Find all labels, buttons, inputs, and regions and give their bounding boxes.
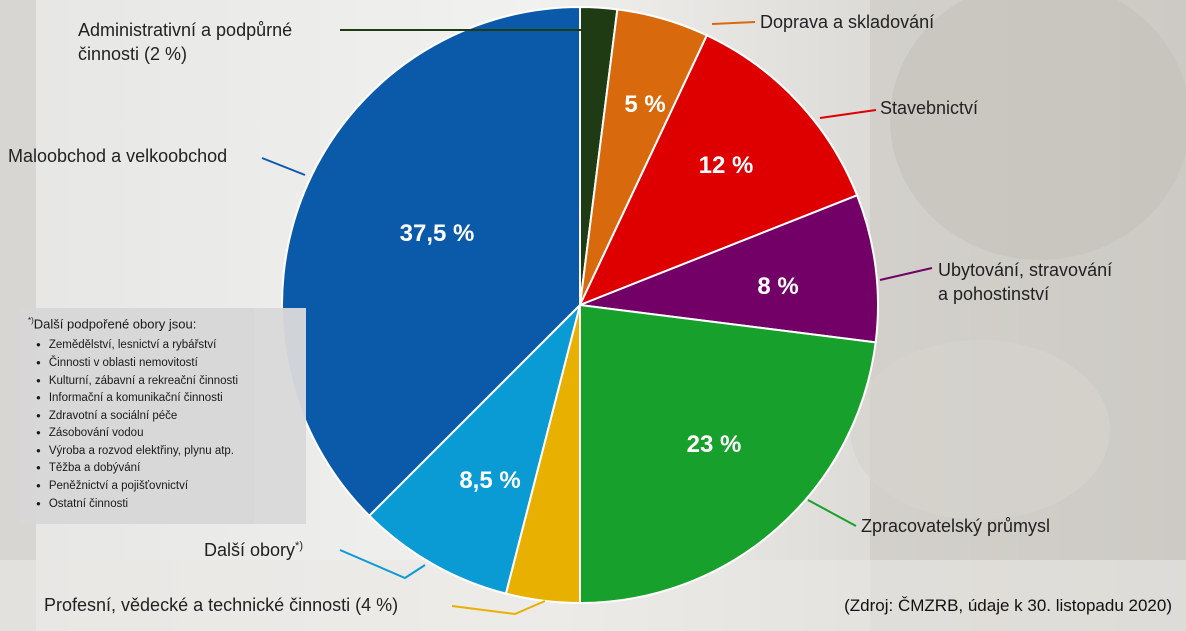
label-administrativni-line2: činnosti (2 %) xyxy=(78,44,187,64)
value-label-ubytovani: 8 % xyxy=(757,273,798,300)
value-label-doprava: 5 % xyxy=(624,91,665,118)
note-item: Kulturní, zábavní a rekreační činnosti xyxy=(36,373,300,391)
label-dalsi-obory-text: Další obory xyxy=(204,540,295,560)
leader-line-3 xyxy=(879,267,933,281)
leader-line-1 xyxy=(711,21,756,25)
pie-slice-6 xyxy=(367,301,582,595)
note-item: Činnosti v oblasti nemovitostí xyxy=(36,355,300,373)
category-labels: Administrativní a podpůrné činnosti (2 %… xyxy=(8,12,1112,615)
note-title-marker: *) xyxy=(28,316,34,325)
leader-line-4 xyxy=(807,499,857,527)
slice-value-labels: 5 % 12 % 8 % 23 % 8,5 % 37,5 % xyxy=(400,91,799,494)
note-title: *)Další podpořené obory jsou: xyxy=(28,316,300,331)
value-label-zpracovatelsky: 23 % xyxy=(687,431,742,458)
label-dalsi-obory-marker: *) xyxy=(295,540,303,552)
note-list: Zemědělství, lesnictví a rybářství Činno… xyxy=(26,337,300,513)
leader-line-2 xyxy=(819,109,877,119)
value-label-stavebnictvi: 12 % xyxy=(699,152,754,179)
label-stavebnictvi: Stavebnictví xyxy=(880,98,978,118)
note-item: Výroba a rozvod elektřiny, plynu atp. xyxy=(36,443,300,461)
note-item: Těžba a dobývání xyxy=(36,460,300,478)
note-item: Ostatní činnosti xyxy=(36,496,300,514)
label-ubytovani-line1: Ubytování, stravování xyxy=(938,260,1112,280)
label-zpracovatelsky: Zpracovatelský průmysl xyxy=(861,516,1050,536)
note-title-text: Další podpořené obory jsou: xyxy=(33,316,197,332)
note-item: Zdravotní a sociální péče xyxy=(36,408,300,426)
source-note: (Zdroj: ČMZRB, údaje k 30. listopadu 202… xyxy=(844,596,1172,615)
leader-line-7 xyxy=(261,157,306,176)
pie-slices xyxy=(281,5,879,605)
note-item: Peněžnictví a pojišťovnictví xyxy=(36,478,300,496)
label-maloobchod: Maloobchod a velkoobchod xyxy=(8,146,227,166)
leader-lines xyxy=(261,21,933,616)
pie-slice-7 xyxy=(281,5,581,518)
label-dalsi-obory: Další obory*) xyxy=(204,540,303,560)
label-ubytovani-line2: a pohostinství xyxy=(938,284,1049,304)
pie-slice-3 xyxy=(579,194,879,344)
note-item: Zásobování vodou xyxy=(36,425,300,443)
additional-sectors-note: *)Další podpořené obory jsou: Zemědělstv… xyxy=(20,308,306,524)
value-label-maloobchod: 37,5 % xyxy=(400,220,475,247)
label-doprava: Doprava a skladování xyxy=(760,12,934,32)
leader-line-5 xyxy=(451,600,546,616)
leader-line-6 xyxy=(339,549,426,580)
value-label-dalsi-obory: 8,5 % xyxy=(459,467,520,494)
pie-slice-4 xyxy=(579,303,877,605)
label-administrativni-line1: Administrativní a podpůrné xyxy=(78,20,292,40)
note-item: Zemědělství, lesnictví a rybářství xyxy=(36,337,300,355)
label-profesni: Profesní, vědecké a technické činnosti (… xyxy=(44,595,398,615)
pie-slice-2 xyxy=(578,34,859,307)
note-item: Informační a komunikační činnosti xyxy=(36,390,300,408)
